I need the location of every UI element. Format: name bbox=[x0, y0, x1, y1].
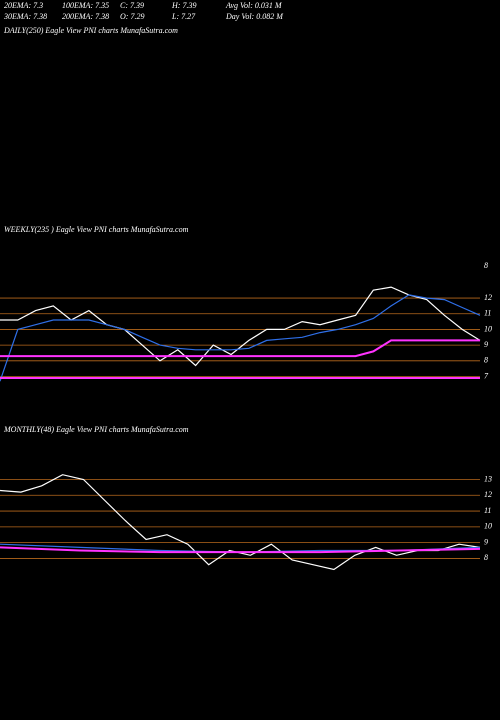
header-stat: C: 7.39 bbox=[120, 1, 144, 10]
price-line bbox=[0, 286, 481, 367]
header-stat: 200EMA: 7.38 bbox=[62, 12, 109, 21]
y-tick-label: 11 bbox=[484, 506, 491, 515]
y-tick-label: 12 bbox=[484, 293, 492, 302]
price-line bbox=[0, 546, 481, 554]
header-stat: Day Vol: 0.082 M bbox=[225, 12, 284, 21]
header-stat: H: 7.39 bbox=[171, 1, 196, 10]
panel-title: DAILY(250) Eagle View PNI charts MunafaS… bbox=[3, 26, 178, 35]
price-line bbox=[0, 294, 481, 382]
price-line bbox=[0, 339, 480, 358]
y-tick-label: 7 bbox=[484, 371, 489, 380]
top-label: 8 bbox=[484, 261, 488, 270]
header-stat: O: 7.29 bbox=[120, 12, 144, 21]
header-stat: Avg Vol: 0.031 M bbox=[225, 1, 283, 10]
header-stat: 30EMA: 7.38 bbox=[3, 12, 47, 21]
header-stat: L: 7.27 bbox=[171, 12, 196, 21]
header-stat: 100EMA: 7.35 bbox=[62, 1, 109, 10]
panel-title: WEEKLY(235 ) Eagle View PNI charts Munaf… bbox=[4, 225, 189, 234]
y-tick-label: 8 bbox=[484, 553, 488, 562]
price-line bbox=[0, 474, 481, 571]
y-tick-label: 10 bbox=[484, 324, 492, 333]
y-tick-label: 9 bbox=[484, 537, 488, 546]
y-tick-label: 12 bbox=[484, 490, 492, 499]
y-tick-label: 10 bbox=[484, 522, 492, 531]
panel-title: MONTHLY(48) Eagle View PNI charts Munafa… bbox=[3, 425, 189, 434]
y-tick-label: 9 bbox=[484, 340, 488, 349]
y-tick-label: 8 bbox=[484, 356, 488, 365]
y-tick-label: 11 bbox=[484, 309, 491, 318]
header-stat: 20EMA: 7.3 bbox=[4, 1, 43, 10]
y-tick-label: 13 bbox=[484, 474, 492, 483]
